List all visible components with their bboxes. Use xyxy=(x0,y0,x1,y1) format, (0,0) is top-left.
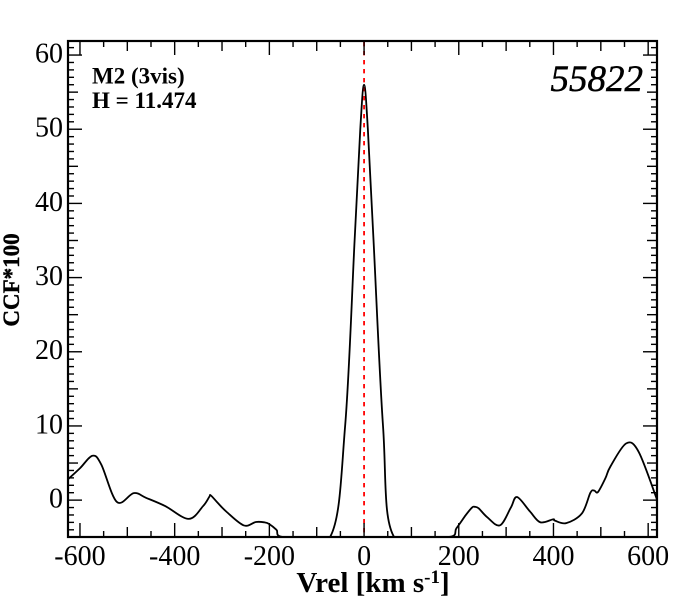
svg-text:Vrel [km s-1]: Vrel [km s-1] xyxy=(296,567,449,599)
svg-text:600: 600 xyxy=(627,541,669,572)
svg-text:0: 0 xyxy=(49,484,63,515)
svg-text:400: 400 xyxy=(532,541,574,572)
svg-text:50: 50 xyxy=(35,113,63,144)
svg-text:10: 10 xyxy=(35,409,63,440)
svg-text:H = 11.474: H = 11.474 xyxy=(92,88,197,113)
svg-text:-600: -600 xyxy=(54,541,105,572)
svg-text:-200: -200 xyxy=(244,541,295,572)
svg-text:-400: -400 xyxy=(149,541,200,572)
svg-text:CCF*100: CCF*100 xyxy=(0,233,24,326)
svg-text:55822: 55822 xyxy=(551,59,644,100)
svg-text:40: 40 xyxy=(35,187,63,218)
svg-text:30: 30 xyxy=(35,261,63,292)
svg-text:20: 20 xyxy=(35,335,63,366)
svg-text:60: 60 xyxy=(35,38,63,69)
svg-text:M2 (3vis): M2 (3vis) xyxy=(92,64,185,89)
